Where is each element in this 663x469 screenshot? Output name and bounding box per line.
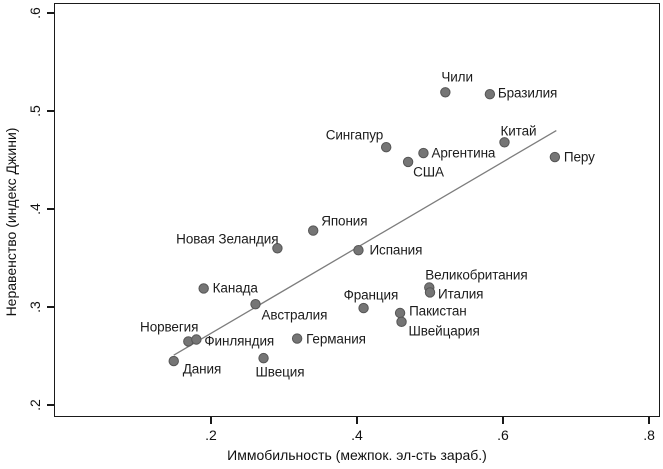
data-point-label: Швеция bbox=[255, 364, 305, 380]
y-tick-label: .6 bbox=[27, 6, 43, 19]
y-tick-mark bbox=[47, 404, 54, 407]
y-tick-label: .5 bbox=[27, 105, 43, 117]
data-point-label: Франция bbox=[343, 287, 399, 303]
x-tick-mark bbox=[648, 417, 650, 424]
data-point-label: Сингапур bbox=[325, 127, 384, 143]
data-point-label: Бразилия bbox=[497, 85, 558, 101]
y-tick-mark bbox=[47, 208, 54, 210]
data-point-label: США bbox=[413, 164, 444, 180]
x-axis-title: Иммобильность (межпок. эл-сть зараб.) bbox=[227, 447, 487, 463]
data-point-label: Швейцария bbox=[408, 323, 480, 339]
y-tick-mark bbox=[47, 12, 54, 14]
data-point-label: Дания bbox=[182, 361, 222, 377]
data-point-label: Италия bbox=[438, 286, 484, 302]
data-point-label: Китай bbox=[500, 123, 537, 139]
data-point-label: Япония bbox=[321, 213, 368, 229]
y-axis-title: Неравенство (индекс Джини) bbox=[3, 127, 19, 317]
x-tick-label: .8 bbox=[643, 427, 655, 443]
y-tick-label: .4 bbox=[27, 203, 43, 215]
x-tick-label: .2 bbox=[205, 427, 217, 443]
data-point-label: Норвегия bbox=[140, 319, 199, 335]
data-point-label: Пакистан bbox=[409, 303, 467, 319]
data-point-label: Канада bbox=[212, 280, 258, 296]
plot-frame bbox=[54, 3, 660, 417]
data-point-label: Испания bbox=[369, 242, 423, 258]
data-point-label: Германия bbox=[306, 331, 366, 347]
x-tick-mark bbox=[502, 417, 504, 424]
data-point-label: Новая Зеландия bbox=[176, 231, 279, 247]
data-point-label: Великобритания bbox=[425, 267, 528, 282]
data-point-label: Финляндия bbox=[204, 333, 275, 349]
data-point-label: Чили bbox=[441, 69, 473, 85]
x-tick-mark bbox=[210, 417, 212, 424]
x-tick-label: .4 bbox=[351, 427, 363, 443]
x-tick-mark bbox=[356, 417, 358, 424]
y-tick-label: .2 bbox=[27, 399, 43, 412]
data-point-label: Австралия bbox=[261, 307, 328, 323]
y-tick-mark bbox=[47, 110, 54, 112]
data-point-label: Аргентина bbox=[431, 145, 496, 161]
y-tick-mark bbox=[47, 306, 54, 308]
y-tick-label: .3 bbox=[27, 301, 43, 313]
data-point-label: Перу bbox=[563, 149, 595, 165]
x-tick-label: .6 bbox=[497, 427, 509, 443]
